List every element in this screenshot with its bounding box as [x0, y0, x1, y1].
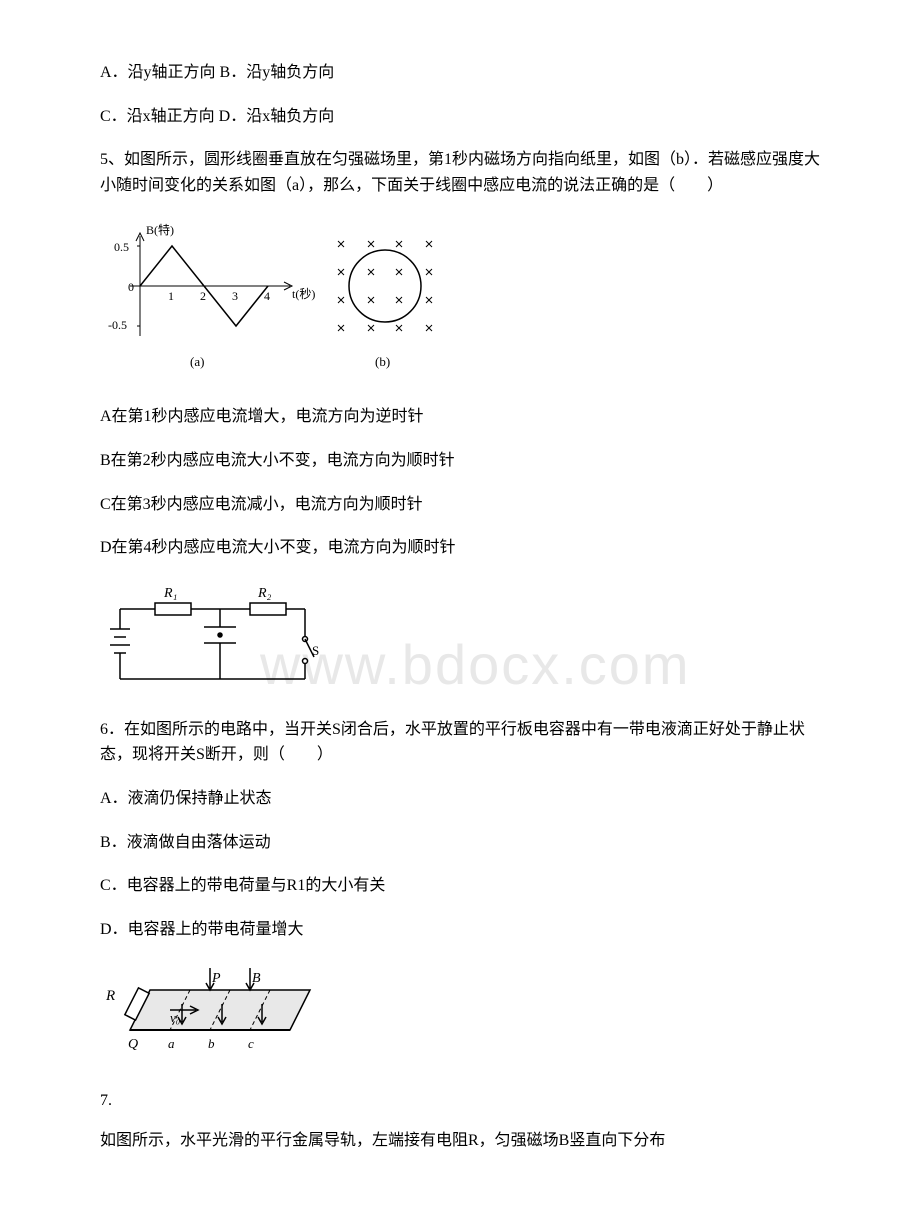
q7-c-label: c: [248, 1036, 254, 1051]
q5-graph-a: 0.5 0 -0.5 1 2 3 4 B(特) t(秒) (a): [108, 222, 315, 369]
q5-opt-b: B在第2秒内感应电流大小不变，电流方向为顺时针: [100, 448, 820, 474]
q5-xtick-2: 2: [200, 289, 206, 303]
q5-label-b: (b): [375, 354, 390, 369]
q6-opt-a: A．液滴仍保持静止状态: [100, 786, 820, 812]
page-content: A．沿y轴正方向 B．沿y轴负方向 C．沿x轴正方向 D．沿x轴负方向 5、如图…: [100, 60, 820, 1154]
q5-xlabel: t(秒): [292, 287, 315, 301]
q7-a-label: a: [168, 1036, 175, 1051]
q6-r2-label: R₂: [257, 586, 272, 601]
q5-xtick-3: 3: [232, 289, 238, 303]
q5-ylabel: B(特): [146, 222, 174, 237]
q6-r1-label: R₁: [163, 586, 177, 601]
q7-r-label: R: [105, 988, 115, 1004]
q6-figure: R₁ R₂ S: [100, 579, 820, 699]
q7-b-label: B: [252, 971, 261, 986]
q7-figure: R P B v₀ Q a b c: [100, 960, 820, 1070]
q7-b2-label: b: [208, 1036, 215, 1051]
q5-graph-b: (b): [338, 241, 432, 369]
q5-opt-a: A在第1秒内感应电流增大，电流方向为逆时针: [100, 404, 820, 430]
q6-stem: 6．在如图所示的电路中，当开关S闭合后，水平放置的平行板电容器中有一带电液滴正好…: [100, 717, 820, 768]
q6-opt-d: D．电容器上的带电荷量增大: [100, 917, 820, 943]
q5-ytick-1: 0: [128, 280, 134, 294]
q5-label-a: (a): [190, 354, 204, 369]
q5-xtick-1: 1: [168, 289, 174, 303]
q5-ytick-0: 0.5: [114, 240, 129, 254]
q5-figure: 0.5 0 -0.5 1 2 3 4 B(特) t(秒) (a): [100, 216, 820, 386]
q5-stem: 5、如图所示，圆形线圈垂直放在匀强磁场里，第1秒内磁场方向指向纸里，如图（b）．…: [100, 147, 820, 198]
q5-opt-c: C在第3秒内感应电流减小，电流方向为顺时针: [100, 492, 820, 518]
q4-options-ab: A．沿y轴正方向 B．沿y轴负方向: [100, 60, 820, 86]
q6-opt-b: B．液滴做自由落体运动: [100, 830, 820, 856]
q7-num: 7.: [100, 1088, 820, 1114]
q5-ytick-2: -0.5: [108, 318, 127, 332]
q7-p-label: P: [211, 971, 221, 986]
q5-opt-d: D在第4秒内感应电流大小不变，电流方向为顺时针: [100, 535, 820, 561]
q4-options-cd: C．沿x轴正方向 D．沿x轴负方向: [100, 104, 820, 130]
q6-opt-c: C．电容器上的带电荷量与R1的大小有关: [100, 873, 820, 899]
q6-switch-label: S: [312, 643, 319, 658]
q5-xtick-4: 4: [264, 289, 270, 303]
q7-q-label: Q: [128, 1037, 138, 1052]
q7-stem: 如图所示，水平光滑的平行金属导轨，左端接有电阻R，匀强磁场B竖直向下分布: [100, 1128, 820, 1154]
q7-v0-label: v₀: [170, 1010, 180, 1025]
